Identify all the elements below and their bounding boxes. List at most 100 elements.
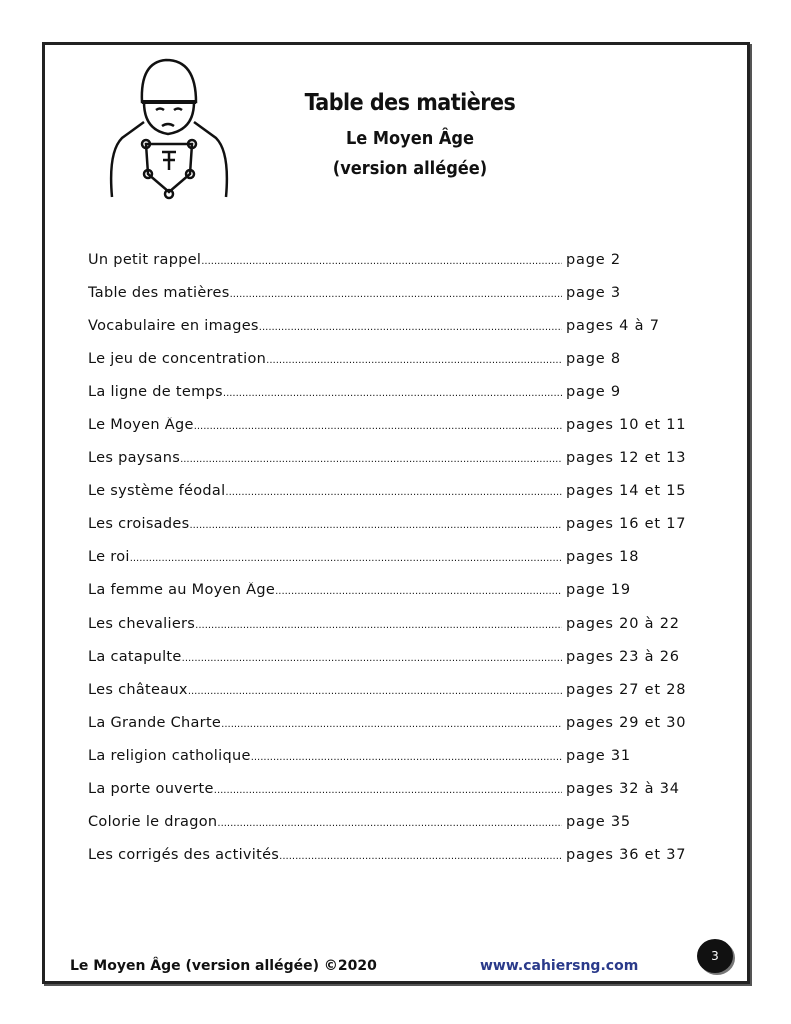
toc-page: pages 27 et 28: [566, 681, 687, 698]
toc-label: La Grande Charte: [88, 714, 222, 731]
toc-page: pages 12 et 13: [566, 450, 687, 467]
toc-label: La catapulte: [88, 648, 182, 665]
toc-row[interactable]: La Grande Charte pages 29 et 30: [88, 706, 708, 739]
toc-entry: Les paysans: [88, 450, 562, 466]
toc-page: page 31: [566, 747, 631, 764]
toc-entry: Colorie le dragon: [88, 814, 562, 830]
toc-label: Le Moyen Âge: [88, 417, 194, 434]
toc-entry: La religion catholique: [88, 748, 562, 764]
toc-page: pages 29 et 30: [566, 714, 687, 731]
toc-label: Les chevaliers: [88, 615, 196, 632]
toc-label: Table des matières: [88, 284, 230, 301]
toc-row[interactable]: Les croisades pages 16 et 17: [88, 508, 708, 541]
toc-page: pages 10 et 11: [566, 417, 687, 434]
dot-leader: [279, 847, 562, 863]
toc-entry: Le Moyen Âge: [88, 417, 562, 433]
toc-row[interactable]: Les corrigés des activités pages 36 et 37: [88, 839, 708, 872]
dot-leader: [230, 285, 562, 301]
toc-label: Colorie le dragon: [88, 814, 218, 831]
page-subtitle: Le Moyen Âge: [345, 128, 474, 149]
toc-row[interactable]: La religion catholique page 31: [88, 739, 708, 772]
toc-entry: Les croisades: [88, 516, 562, 532]
toc-label: Les corrigés des activités: [88, 847, 280, 864]
toc-page: pages 18: [566, 549, 640, 566]
toc-page: pages 16 et 17: [566, 516, 687, 533]
toc-entry: Les corrigés des activités: [88, 847, 562, 863]
toc-page: page 35: [566, 814, 631, 831]
toc-page: pages 20 à 22: [566, 615, 680, 632]
dot-leader: [266, 351, 562, 367]
toc-row[interactable]: La ligne de temps page 9: [88, 375, 708, 408]
toc-page: pages 23 à 26: [566, 648, 680, 665]
dot-leader: [182, 649, 562, 665]
toc-row[interactable]: Vocabulaire en images pages 4 à 7: [88, 309, 708, 342]
table-of-contents: Un petit rappel page 2 Table des matières p…: [88, 243, 708, 872]
dot-leader: [275, 582, 562, 598]
footer-title: Le Moyen Âge (version allégée) ©2020: [70, 958, 377, 974]
page-border: [42, 42, 750, 984]
toc-row[interactable]: Le jeu de concentration page 8: [88, 342, 708, 375]
dot-leader: [225, 483, 562, 499]
toc-page: pages 4 à 7: [566, 317, 660, 334]
toc-label: Le jeu de concentration: [88, 350, 267, 367]
toc-page: pages 32 à 34: [566, 781, 680, 798]
toc-page: page 3: [566, 284, 621, 301]
toc-label: La porte ouverte: [88, 781, 214, 798]
toc-entry: La ligne de temps: [88, 384, 562, 400]
toc-page: page 8: [566, 350, 621, 367]
toc-entry: Le jeu de concentration: [88, 351, 562, 367]
toc-entry: Le système féodal: [88, 483, 562, 499]
toc-label: La religion catholique: [88, 747, 251, 764]
page-title: Table des matières: [304, 90, 516, 116]
toc-entry: Table des matières: [88, 285, 562, 301]
toc-page: pages 36 et 37: [566, 847, 687, 864]
toc-entry: Vocabulaire en images: [88, 318, 562, 334]
toc-entry: Un petit rappel: [88, 252, 562, 268]
footer-url[interactable]: www.cahiersng.com: [480, 958, 639, 974]
dot-leader: [189, 516, 562, 532]
toc-entry: La Grande Charte: [88, 715, 562, 731]
dot-leader: [180, 450, 562, 466]
toc-page: page 9: [566, 383, 621, 400]
dot-leader: [201, 252, 562, 268]
dot-leader: [221, 715, 562, 731]
toc-row[interactable]: Le roi pages 18: [88, 541, 708, 574]
dot-leader: [188, 682, 562, 698]
toc-label: Vocabulaire en images: [88, 317, 259, 334]
version-label: (version allégée): [332, 158, 488, 179]
dot-leader: [195, 616, 562, 632]
toc-page: page 19: [566, 582, 631, 599]
toc-label: Le système féodal: [88, 483, 226, 500]
dot-leader: [223, 384, 562, 400]
toc-entry: Les châteaux: [88, 682, 562, 698]
toc-row[interactable]: La femme au Moyen Âge page 19: [88, 574, 708, 607]
dot-leader: [251, 748, 562, 764]
toc-entry: La catapulte: [88, 649, 562, 665]
toc-row[interactable]: Colorie le dragon page 35: [88, 806, 708, 839]
toc-row[interactable]: Un petit rappel page 2: [88, 243, 708, 276]
toc-label: Les croisades: [88, 516, 190, 533]
dot-leader: [217, 814, 562, 830]
toc-entry: Les chevaliers: [88, 616, 562, 632]
toc-page: page 2: [566, 251, 621, 268]
toc-row[interactable]: Le Moyen Âge pages 10 et 11: [88, 408, 708, 441]
toc-row[interactable]: Le système féodal pages 14 et 15: [88, 475, 708, 508]
page-number-badge: 3: [697, 939, 733, 973]
toc-label: La ligne de temps: [88, 383, 223, 400]
toc-row[interactable]: Les chevaliers pages 20 à 22: [88, 607, 708, 640]
toc-label: La femme au Moyen Âge: [88, 582, 276, 599]
toc-row[interactable]: Table des matières page 3: [88, 276, 708, 309]
toc-label: Le roi: [88, 549, 130, 566]
toc-row[interactable]: La catapulte pages 23 à 26: [88, 640, 708, 673]
toc-row[interactable]: Les paysans pages 12 et 13: [88, 442, 708, 475]
dot-leader: [194, 417, 562, 433]
dot-leader: [130, 549, 562, 565]
toc-label: Les châteaux: [88, 681, 188, 698]
toc-page: pages 14 et 15: [566, 483, 687, 500]
toc-row[interactable]: Les châteaux pages 27 et 28: [88, 673, 708, 706]
toc-entry: La porte ouverte: [88, 781, 562, 797]
toc-label: Un petit rappel: [88, 251, 202, 268]
toc-row[interactable]: La porte ouverte pages 32 à 34: [88, 773, 708, 806]
dot-leader: [259, 318, 562, 334]
toc-label: Les paysans: [88, 450, 181, 467]
